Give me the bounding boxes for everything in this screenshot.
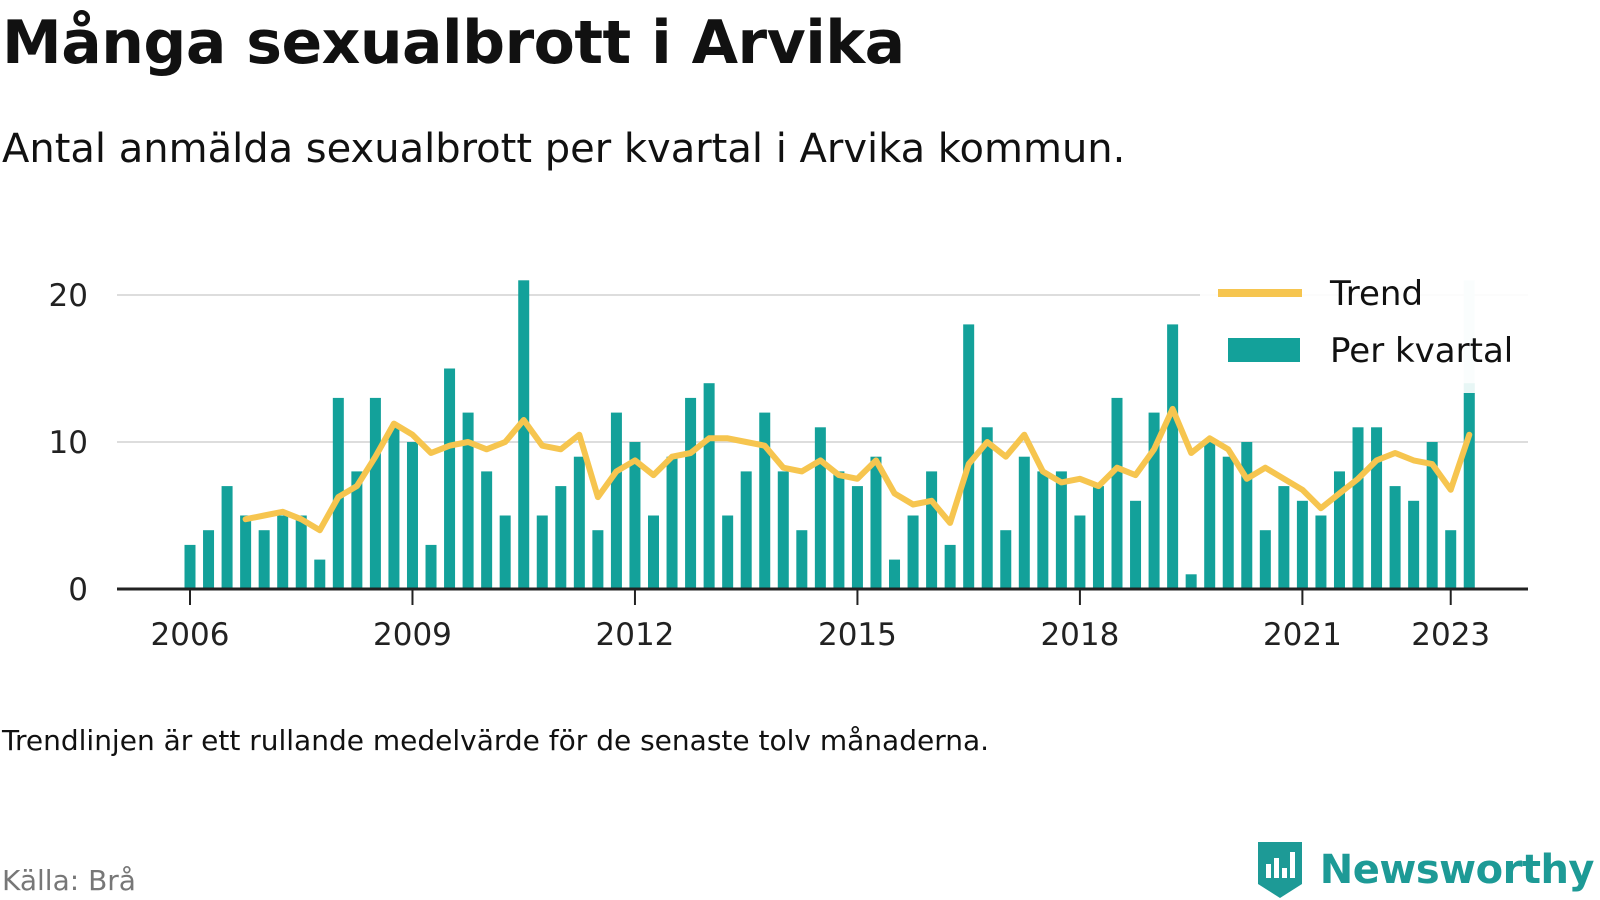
bar (1167, 324, 1179, 589)
newsworthy-logo-icon (1257, 842, 1302, 898)
bar (833, 471, 845, 589)
bar (777, 471, 789, 589)
bar-line-chart: 0 10 20 2006 2009 2012 2015 2018 2021 2023 Trend … (49, 268, 1530, 653)
bar (1074, 515, 1086, 589)
bar (666, 456, 678, 589)
bar (388, 427, 400, 589)
bar (258, 530, 270, 589)
axes: 0 10 20 2006 2009 2012 2015 2018 2021 2023 (49, 278, 1528, 653)
bar (1333, 471, 1345, 589)
bar (610, 412, 622, 589)
bar (870, 456, 882, 589)
bar (1222, 456, 1234, 589)
x-tick-label: 2023 (1411, 617, 1490, 653)
bar (759, 412, 771, 589)
bar (518, 280, 530, 589)
bar (240, 515, 252, 589)
x-tick-label: 2018 (1040, 617, 1119, 653)
bar (221, 486, 233, 589)
bar (1259, 530, 1271, 589)
bar (796, 530, 808, 589)
x-tick-label: 2012 (596, 617, 675, 653)
bar (1296, 500, 1308, 589)
bar (406, 442, 418, 589)
bar (740, 471, 752, 589)
legend-label-per-kvartal: Per kvartal (1330, 331, 1513, 371)
chart-title: Många sexualbrott i Arvika (2, 8, 905, 78)
bar (425, 544, 437, 589)
legend: Trend Per kvartal (1200, 268, 1530, 393)
bars (184, 280, 1475, 589)
brand-logo: Newsworthy (1254, 840, 1595, 900)
bar (351, 471, 363, 589)
bar (1241, 442, 1253, 589)
bar (1426, 442, 1438, 589)
trend-line (242, 405, 1473, 534)
bar (1130, 500, 1142, 589)
bar (332, 397, 344, 589)
bar (1389, 486, 1401, 589)
source-label: Källa: Brå (2, 864, 136, 897)
legend-bar-swatch (1228, 338, 1300, 362)
bar (462, 412, 474, 589)
bar (1463, 383, 1475, 589)
bar (703, 383, 715, 589)
bar (1018, 456, 1030, 589)
bar (963, 324, 975, 589)
bar (981, 427, 993, 589)
bar (722, 515, 734, 589)
bar (1445, 530, 1457, 589)
bar (629, 442, 641, 589)
bar (536, 515, 548, 589)
bar (499, 515, 511, 589)
bar (184, 544, 196, 589)
bar (573, 456, 585, 589)
bar (889, 559, 901, 589)
bar (814, 427, 826, 589)
y-tick-label: 20 (49, 278, 88, 314)
bar (444, 368, 456, 589)
bar (1185, 574, 1197, 589)
x-tick-label: 2021 (1263, 617, 1342, 653)
x-tick-label: 2015 (818, 617, 897, 653)
bar (685, 397, 697, 589)
bar (907, 515, 919, 589)
bar (555, 486, 567, 589)
y-tick-label: 10 (49, 425, 88, 461)
bar (314, 559, 326, 589)
bar (1092, 486, 1104, 589)
bar (1371, 427, 1383, 589)
bar (1148, 412, 1160, 589)
bar (203, 530, 215, 589)
bar (1278, 486, 1290, 589)
legend-background (1200, 268, 1530, 393)
x-tick-label: 2006 (151, 617, 230, 653)
trend-line-group (242, 405, 1473, 534)
bar (1315, 515, 1327, 589)
footnote: Trendlinjen är ett rullande medelvärde f… (2, 724, 990, 757)
x-tick-label: 2009 (373, 617, 452, 653)
bar (1111, 397, 1123, 589)
bar (944, 544, 956, 589)
y-tick-label: 0 (68, 572, 88, 608)
bar (1204, 442, 1216, 589)
bar (851, 486, 863, 589)
legend-label-trend: Trend (1329, 274, 1423, 314)
bar (926, 471, 938, 589)
bar (277, 515, 289, 589)
bar (369, 397, 381, 589)
bar (648, 515, 659, 589)
bar (295, 515, 307, 589)
bar (481, 471, 493, 589)
brand-name: Newsworthy (1319, 847, 1595, 893)
bar (1352, 427, 1364, 589)
bar (1037, 471, 1049, 589)
bar (1408, 500, 1420, 589)
bar (1000, 530, 1012, 589)
bar (1055, 471, 1067, 589)
bar (592, 530, 604, 589)
chart-subtitle: Antal anmälda sexualbrott per kvartal i … (2, 126, 1126, 172)
